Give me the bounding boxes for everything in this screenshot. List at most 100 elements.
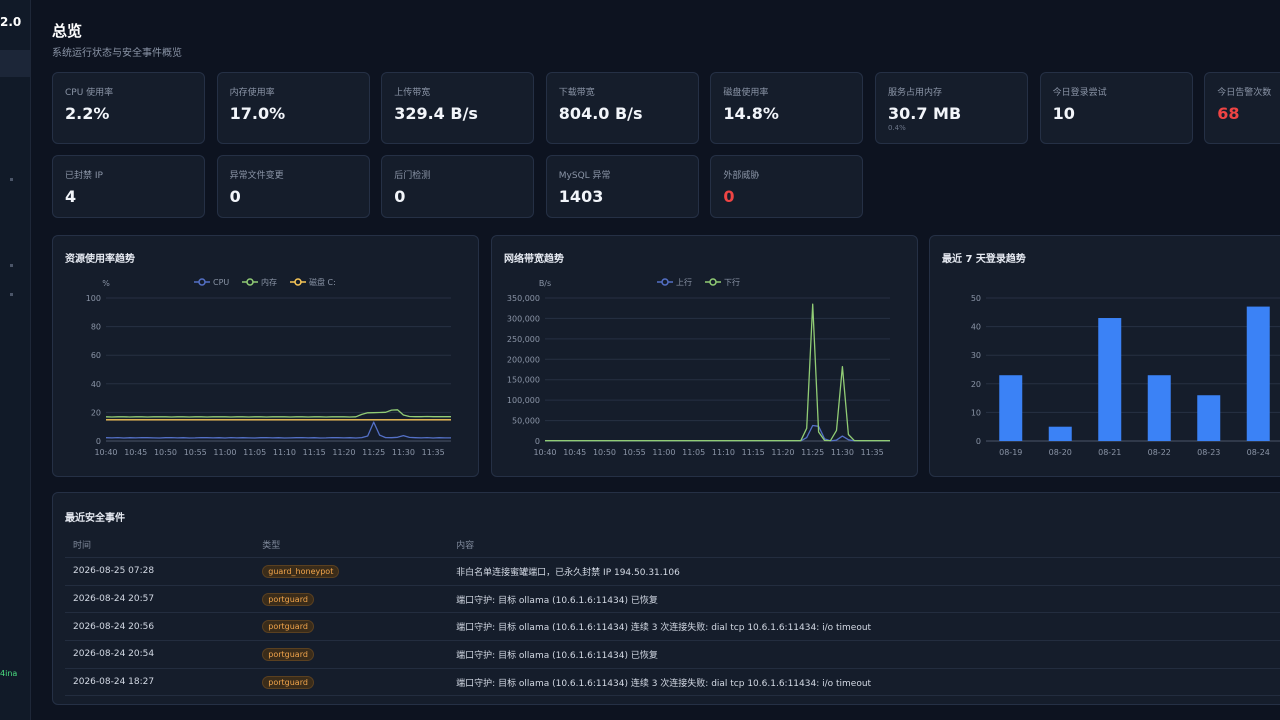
sidebar-footer: 4ina: [0, 669, 18, 678]
card-value: 10: [1052, 104, 1075, 123]
legend-label: 上行: [676, 277, 692, 287]
page-subtitle: 系统运行状态与安全事件概览: [52, 48, 182, 59]
event-cell: portguard: [254, 668, 449, 697]
y-tick-label: 0: [96, 437, 101, 446]
stat-card: 服务占用内存 30.7 MB 0.4%: [875, 72, 1028, 144]
event-cell: 端口守护: 目标 ollama (10.6.1.6:11434) 连续 3 次连…: [448, 612, 1280, 642]
y-tick-label: 60: [91, 351, 101, 360]
events-table: 时间 类型 内容 2026-08-25 07:28 guard_honeypot 非白名单…: [65, 531, 1280, 697]
events-title: 最近安全事件: [65, 513, 125, 524]
bar: [1048, 426, 1072, 441]
x-tick-label: 11:10: [273, 448, 296, 457]
y-tick-label: 50: [971, 294, 981, 303]
nav-dot: [10, 293, 13, 296]
chart-panel: 网络带宽趋势 B/s 0 50,000 100,000 150,000 200,000 250…: [491, 235, 918, 477]
x-tick-label: 11:20: [771, 448, 794, 457]
x-tick-label: 11:10: [712, 448, 735, 457]
bar: [1098, 318, 1122, 441]
x-tick-label: 10:45: [563, 448, 586, 457]
card-label: 已封禁 IP: [65, 171, 103, 181]
event-cell: 非白名单连接蜜罐端口，已永久封禁 IP 194.50.31.106: [448, 557, 1280, 586]
stat-card: 下载带宽 804.0 B/s: [545, 72, 699, 144]
event-type-badge: portguard: [262, 592, 314, 606]
chart-title: 网络带宽趋势: [504, 252, 564, 265]
event-cell: portguard: [254, 612, 449, 642]
stat-card: 今日登录尝试 10: [1039, 72, 1193, 144]
card-value: 17.0%: [229, 104, 286, 123]
active-nav-item[interactable]: [0, 50, 30, 77]
card-label: 外部威胁: [723, 171, 760, 181]
x-tick-label: 11:00: [652, 448, 675, 457]
nav-dot: [10, 178, 13, 181]
legend-label: 内存: [261, 277, 277, 287]
x-tick-label: 08-23: [1197, 448, 1220, 457]
chart-panel: 最近 7 天登录趋势 0 10 20 30 40 50 08-19 08-20 08-21 08-2…: [929, 235, 1280, 477]
stat-card: 内存使用率 17.0%: [216, 72, 370, 144]
x-tick-label: 11:05: [243, 448, 266, 457]
y-tick-label: 0: [976, 437, 981, 446]
chart-panel: 资源使用率趋势% 0 20 40 60 80 100 10:40 10:45 10:50 10:55…: [52, 235, 479, 477]
card-label: 内存使用率: [229, 88, 275, 98]
y-tick-label: 20: [91, 408, 101, 417]
nav-dot: [10, 264, 13, 267]
event-row: 2026-08-24 20:57 portguard 端口守护: 目标 ollama…: [65, 585, 1280, 614]
x-tick-label: 10:50: [154, 448, 177, 457]
x-tick-label: 08-19: [999, 448, 1022, 457]
x-tick-label: 10:45: [124, 448, 147, 457]
event-cell: portguard: [254, 640, 449, 669]
chart-title: 资源使用率趋势: [65, 252, 135, 265]
x-tick-label: 08-20: [1049, 448, 1072, 457]
legend-marker: [198, 278, 206, 286]
y-tick-label: 40: [91, 380, 101, 389]
x-tick-label: 11:25: [362, 448, 385, 457]
y-tick-label: 100: [86, 294, 101, 303]
card-label: 今日登录尝试: [1052, 88, 1107, 98]
x-tick-label: 10:40: [533, 448, 556, 457]
y-tick-label: 100,000: [507, 396, 540, 405]
event-type-badge: portguard: [262, 647, 314, 661]
event-cell: guard_honeypot: [254, 557, 449, 586]
card-value: 14.8%: [723, 104, 779, 123]
y-tick-label: 50,000: [512, 417, 540, 426]
column-header: 类型: [254, 531, 449, 558]
y-tick-label: 0: [535, 437, 540, 446]
card-label: MySQL 异常: [558, 171, 611, 181]
event-cell: 2026-08-24 20:57: [65, 585, 255, 614]
y-tick-label: 300,000: [507, 314, 540, 323]
stat-card: 磁盘使用率 14.8%: [710, 72, 864, 144]
card-value: 1403: [558, 187, 604, 206]
card-value: 2.2%: [65, 104, 110, 123]
y-tick-label: 200,000: [507, 355, 540, 364]
chart: 资源使用率趋势% 0 20 40 60 80 100 10:40 10:45 10:50 10:55…: [65, 252, 451, 457]
event-row: 2026-08-24 18:27 portguard 端口守护: 目标 ollama…: [65, 668, 1280, 697]
event-cell: 端口守护: 目标 ollama (10.6.1.6:11434) 已恢复: [448, 640, 1280, 669]
x-tick-label: 11:15: [742, 448, 765, 457]
stat-card: 异常文件变更 0: [216, 155, 370, 218]
chart: 网络带宽趋势 B/s 0 50,000 100,000 150,000 200,000 250…: [504, 252, 890, 457]
series-line: [545, 424, 890, 442]
x-tick-label: 11:15: [303, 448, 326, 457]
card-label: CPU 使用率: [65, 88, 114, 98]
event-cell: 2026-08-24 20:56: [65, 612, 255, 642]
card-label: 上传带宽: [394, 88, 431, 98]
x-tick-label: 11:35: [422, 448, 445, 457]
event-cell: portguard: [254, 585, 449, 614]
legend-label: CPU: [213, 278, 229, 287]
y-axis-label: %: [102, 279, 110, 288]
card-label: 服务占用内存: [888, 88, 943, 98]
chart-title: 最近 7 天登录趋势: [942, 252, 1026, 265]
card-label: 下载带宽: [558, 88, 595, 98]
y-tick-label: 80: [91, 323, 101, 332]
event-row: 2026-08-24 20:56 portguard 端口守护: 目标 ollama…: [65, 612, 1280, 642]
card-label: 磁盘使用率: [723, 88, 769, 98]
column-header: 内容: [448, 531, 1280, 558]
bar: [1197, 395, 1221, 441]
event-cell: 端口守护: 目标 ollama (10.6.1.6:11434) 已恢复: [448, 585, 1280, 614]
stat-card: 上传带宽 329.4 B/s: [381, 72, 535, 144]
sidebar: 2.0 4ina: [0, 0, 31, 720]
x-tick-label: 08-24: [1247, 448, 1270, 457]
x-tick-label: 11:35: [861, 448, 884, 457]
event-cell: 2026-08-24 18:27: [65, 668, 255, 697]
x-tick-label: 10:55: [184, 448, 207, 457]
